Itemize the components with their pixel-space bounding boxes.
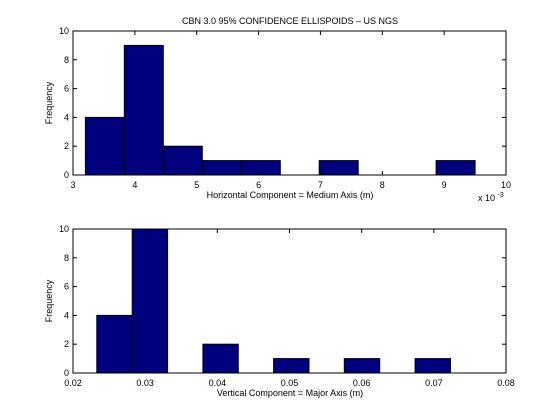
- x-tick-label: 0.06: [353, 378, 371, 388]
- top-ticks: [72, 30, 507, 176]
- histogram-bar: [240, 160, 281, 176]
- histogram-bar: [414, 358, 452, 374]
- histogram-vertical-component: 0.02 0.03 0.04 0.05 0.06 0.07 0.08 0 2 4 6 8 10 Ver…: [44, 224, 515, 398]
- bottom-y-axis-label: Frequency: [44, 279, 54, 322]
- x-tick-label: 7: [318, 180, 323, 190]
- bottom-ticks: [72, 228, 507, 374]
- histogram-horizontal-component: 3 4 5 6 7 8 9 10 0 2 4 6 8 10 Horizontal Component =…: [44, 26, 511, 203]
- x-tick-label: 4: [132, 180, 137, 190]
- y-tick-label: 6: [64, 84, 69, 94]
- y-tick-label: 8: [64, 253, 69, 263]
- histogram-bar: [435, 160, 476, 176]
- x-tick-label: 0.05: [281, 378, 299, 388]
- histogram-bar: [123, 44, 164, 176]
- top-x-multiplier-base: x 10: [478, 193, 495, 203]
- histogram-bar: [162, 145, 203, 176]
- y-tick-label: 6: [64, 282, 69, 292]
- x-tick-label: 10: [501, 180, 511, 190]
- y-tick-label: 10: [59, 26, 69, 36]
- histogram-bar: [318, 160, 359, 176]
- y-tick-label: 2: [64, 339, 69, 349]
- x-tick-label: 5: [194, 180, 199, 190]
- y-tick-label: 8: [64, 55, 69, 65]
- x-tick-label: 0.02: [64, 378, 82, 388]
- y-tick-label: 10: [59, 224, 69, 234]
- x-tick-label: 0.03: [136, 378, 154, 388]
- x-tick-label: 3: [70, 180, 75, 190]
- bottom-bars: [96, 228, 452, 374]
- y-tick-label: 2: [64, 141, 69, 151]
- top-bars: [84, 44, 476, 176]
- x-tick-label: 0.08: [497, 378, 515, 388]
- histogram-bar: [201, 160, 242, 176]
- top-y-axis-label: Frequency: [44, 81, 54, 124]
- x-tick-label: 0.04: [209, 378, 227, 388]
- y-tick-label: 4: [64, 310, 69, 320]
- bottom-x-axis-label: Vertical Component = Major Axis (m): [217, 388, 363, 398]
- top-x-tick-labels: 3 4 5 6 7 8 9 10: [70, 180, 511, 190]
- bottom-x-tick-labels: 0.02 0.03 0.04 0.05 0.06 0.07 0.08: [64, 378, 515, 388]
- y-tick-label: 4: [64, 112, 69, 122]
- histogram-bar: [202, 343, 239, 374]
- top-x-multiplier-exponent: -3: [498, 192, 504, 199]
- figure-title: CBN 3.0 95% CONFIDENCE ELLISPOIDS – US N…: [182, 16, 398, 26]
- bottom-y-tick-labels: 0 2 4 6 8 10: [59, 224, 69, 378]
- top-y-tick-labels: 0 2 4 6 8 10: [59, 26, 69, 180]
- top-x-multiplier: x 10 -3: [478, 192, 504, 203]
- histogram-bar: [84, 116, 125, 176]
- y-tick-label: 0: [64, 170, 69, 180]
- histogram-bar: [273, 358, 310, 374]
- top-axes-box: [72, 30, 507, 176]
- top-x-axis-label: Horizontal Component = Medium Axis (m): [207, 190, 374, 200]
- x-tick-label: 0.07: [425, 378, 443, 388]
- x-tick-label: 6: [256, 180, 261, 190]
- y-tick-label: 0: [64, 368, 69, 378]
- histogram-bar: [96, 314, 133, 374]
- histogram-bar: [131, 228, 169, 374]
- x-tick-label: 8: [380, 180, 385, 190]
- x-tick-label: 9: [442, 180, 447, 190]
